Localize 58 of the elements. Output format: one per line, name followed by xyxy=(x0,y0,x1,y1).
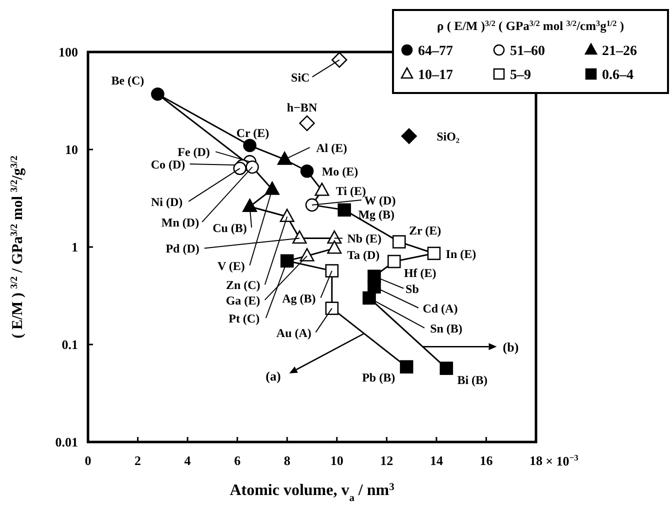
annotation: Fe (D) xyxy=(178,145,210,160)
annotation: Sn (B) xyxy=(430,321,462,336)
annotation: Ta (D) xyxy=(347,248,380,262)
legend-label: 0.6–4 xyxy=(602,68,634,83)
annotation: Ni (D) xyxy=(150,194,183,209)
annotation: h−BN xyxy=(286,100,318,115)
text: × 10$^{−3}$ xyxy=(546,452,578,468)
legend-label: 64–77 xyxy=(418,44,453,59)
annotation: Ag (B) xyxy=(282,291,316,306)
x-tick-label: 4 xyxy=(184,453,192,468)
x-tick-label: 10 xyxy=(330,453,344,468)
annotation: Hf (E) xyxy=(404,266,436,280)
annotation: Mo (E) xyxy=(322,164,358,179)
y-tick-label: 0.1 xyxy=(62,337,78,352)
annotation: Pb (B) xyxy=(362,370,396,384)
x-tick-label: 6 xyxy=(234,453,242,468)
annotation: Au (A) xyxy=(276,326,312,340)
legend-label: 21–26 xyxy=(602,44,637,59)
y-tick-label: 1 xyxy=(72,240,78,254)
legend-label: 5–9 xyxy=(510,68,531,83)
x-tick-label: 18 xyxy=(530,453,543,468)
annotation: Sb xyxy=(406,282,420,296)
annotation: Pd (D) xyxy=(166,242,200,256)
annotation: Ga (E) xyxy=(226,293,260,308)
legend-label: 51–60 xyxy=(510,44,545,59)
annotation: Co (D) xyxy=(150,158,186,172)
x-tick-label: 8 xyxy=(284,453,291,468)
annotation: Cr (E) xyxy=(236,126,270,140)
x-tick-label: 12 xyxy=(380,453,394,468)
annotation: V (E) xyxy=(217,258,245,273)
annotation: Be (C) xyxy=(111,74,144,88)
x-axis-title: Atomic volume, v$_{a}$ / nm$^{3}$ xyxy=(230,482,394,504)
annotation: (b) xyxy=(502,340,519,355)
annotation: (a) xyxy=(266,368,281,384)
annotation: W (D) xyxy=(364,193,396,208)
annotation: Cu (B) xyxy=(212,221,247,236)
text: ρ ( E/M )$^{3/2}$ ( GPa$^{3/2}$ mol $^{3/2}$/cm$^{3}$g$^{1/2}$ ) xyxy=(437,18,624,33)
annotation: SiC xyxy=(291,70,310,84)
annotation: Mg (B) xyxy=(358,207,395,222)
annotation: Zn (C) xyxy=(226,278,260,292)
annotation: Mn (D) xyxy=(161,216,200,230)
annotation: Ti (E) xyxy=(336,184,366,198)
annotation: Zr (E) xyxy=(409,223,442,238)
y-tick-label: 10 xyxy=(65,142,78,157)
x-tick-label: 16 xyxy=(480,453,494,468)
y-tick-label: 0.01 xyxy=(55,434,78,450)
y-tick-label: 100 xyxy=(58,44,78,60)
annotation: Al (E) xyxy=(316,140,348,155)
annotation: Nb (E) xyxy=(347,232,382,246)
annotation: Pt (C) xyxy=(228,311,260,326)
x-tick-label: 14 xyxy=(430,453,444,468)
legend-label: 10–17 xyxy=(418,68,453,83)
annotation: In (E) xyxy=(446,246,476,261)
annotation: SiO₂ xyxy=(436,130,460,144)
annotation: Cd (A) xyxy=(422,301,458,316)
x-tick-label: 0 xyxy=(84,453,92,468)
annotation: Bi (B) xyxy=(457,372,488,387)
x-tick-label: 2 xyxy=(134,453,142,468)
